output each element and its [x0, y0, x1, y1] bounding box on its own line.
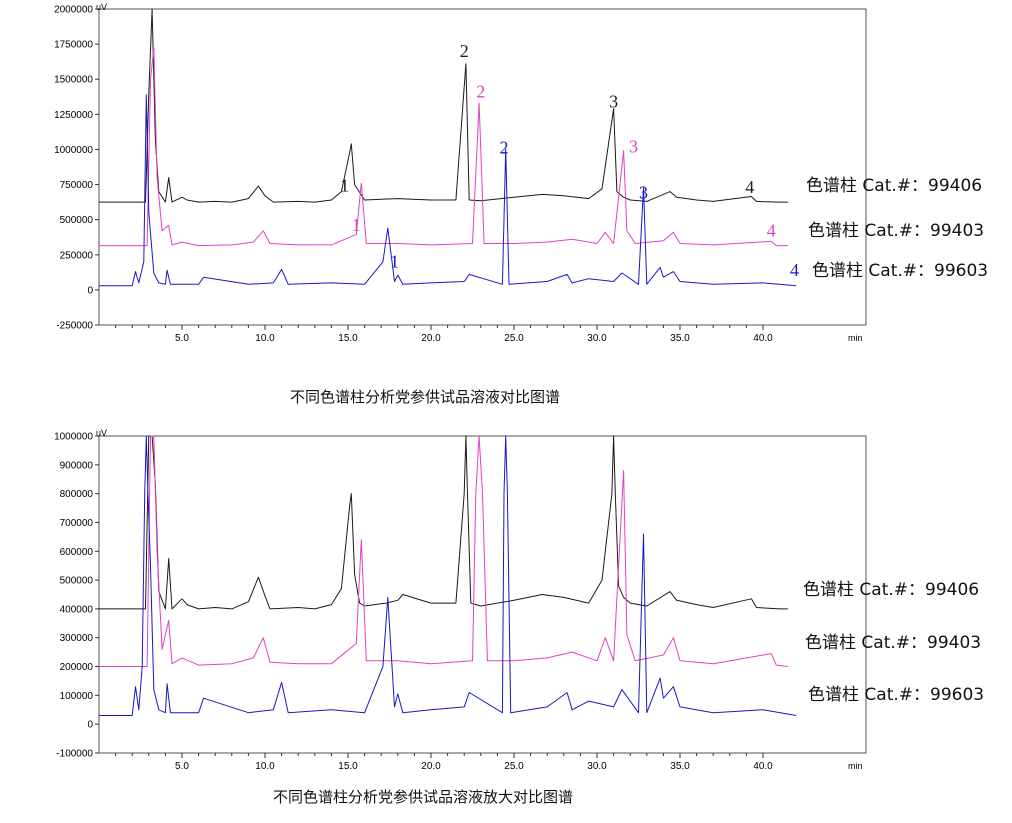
x-tick-label: 25.0 [504, 333, 524, 344]
peak-number-label: 2 [460, 41, 469, 61]
x-tick-label: 35.0 [670, 761, 690, 772]
peak-number-label: 4 [790, 260, 799, 280]
x-unit-label: min [848, 333, 863, 343]
caption-comparison: 不同色谱柱分析党参供试品溶液对比图谱 [290, 388, 560, 406]
series-line-2 [99, 94, 797, 287]
y-tick-label: 200000 [60, 662, 94, 673]
x-tick-label: 25.0 [504, 761, 524, 772]
y-tick-label: 2000000 [54, 5, 93, 16]
y-tick-label: 250000 [60, 250, 94, 261]
y-tick-label: 900000 [60, 460, 94, 471]
x-tick-label: 40.0 [753, 761, 773, 772]
y-tick-label: 0 [87, 720, 93, 731]
y-tick-label: 500000 [60, 215, 94, 226]
y-unit-label: uV [96, 2, 107, 12]
peak-number-label: 3 [609, 91, 618, 111]
caption-zoomed-comparison: 不同色谱柱分析党参供试品溶液放大对比图谱 [273, 788, 573, 806]
y-unit-label: uV [96, 428, 107, 438]
y-tick-label: 1000000 [54, 145, 93, 156]
y-tick-label: 600000 [60, 547, 94, 558]
y-tick-label: 800000 [60, 489, 94, 500]
peak-number-label: 4 [745, 177, 754, 197]
x-tick-label: 30.0 [587, 761, 607, 772]
plot-frame [98, 435, 867, 754]
y-tick-label: 1500000 [54, 75, 93, 86]
x-tick-label: 35.0 [670, 333, 690, 344]
y-tick-label: 700000 [60, 518, 94, 529]
chromatogram-panel-1: uV min 200000017500001500000125000010000… [54, 2, 988, 406]
trace-label-99403: 色谱柱 Cat.#：99403 [805, 633, 981, 653]
peak-number-label: 1 [352, 215, 361, 235]
peak-number-label: 1 [390, 251, 399, 271]
x-tick-label: 20.0 [421, 333, 441, 344]
y-tick-label: 1000000 [54, 432, 93, 443]
peak-number-label: 3 [639, 183, 648, 203]
x-tick-label: 10.0 [255, 761, 275, 772]
x-tick-label: 10.0 [255, 333, 275, 344]
peak-number-label: 2 [500, 138, 509, 158]
trace-label-99603: 色谱柱 Cat.#：99603 [812, 261, 988, 281]
y-tick-label: 300000 [60, 633, 94, 644]
y-tick-label: 1750000 [54, 40, 93, 51]
x-unit-label: min [848, 761, 863, 771]
x-tick-label: 20.0 [421, 761, 441, 772]
series-line-2 [99, 435, 797, 716]
y-tick-label: 750000 [60, 180, 94, 191]
peak-number-label: 4 [767, 221, 776, 241]
y-tick-label: 400000 [60, 604, 94, 615]
series-line-1 [99, 435, 788, 667]
x-tick-label: 30.0 [587, 333, 607, 344]
peak-number-label: 2 [476, 81, 485, 101]
x-tick-label: 5.0 [175, 761, 189, 772]
trace-label-99406: 色谱柱 Cat.#：99406 [803, 580, 979, 600]
series-line-1 [99, 47, 788, 247]
x-tick-label: 15.0 [338, 333, 358, 344]
peak-number-label: 1 [340, 176, 349, 196]
chromatogram-panel-2: uV min 100000090000080000070000060000050… [54, 428, 984, 806]
y-tick-label: 500000 [60, 576, 94, 587]
x-tick-label: 15.0 [338, 761, 358, 772]
peak-number-label: 3 [629, 136, 638, 156]
trace-label-99406: 色谱柱 Cat.#：99406 [806, 176, 982, 196]
x-tick-label: 40.0 [753, 333, 773, 344]
plot-frame [98, 8, 867, 326]
trace-label-99403: 色谱柱 Cat.#：99403 [808, 221, 984, 241]
y-tick-label: 1250000 [54, 110, 93, 121]
trace-label-99603: 色谱柱 Cat.#：99603 [808, 685, 984, 705]
series-line-0 [99, 8, 788, 203]
y-tick-label: 100000 [60, 691, 94, 702]
y-tick-label: 0 [87, 285, 93, 296]
series-line-0 [99, 435, 788, 610]
x-tick-label: 5.0 [175, 333, 189, 344]
y-tick-label: -100000 [56, 749, 93, 760]
y-tick-label: -250000 [56, 321, 93, 332]
